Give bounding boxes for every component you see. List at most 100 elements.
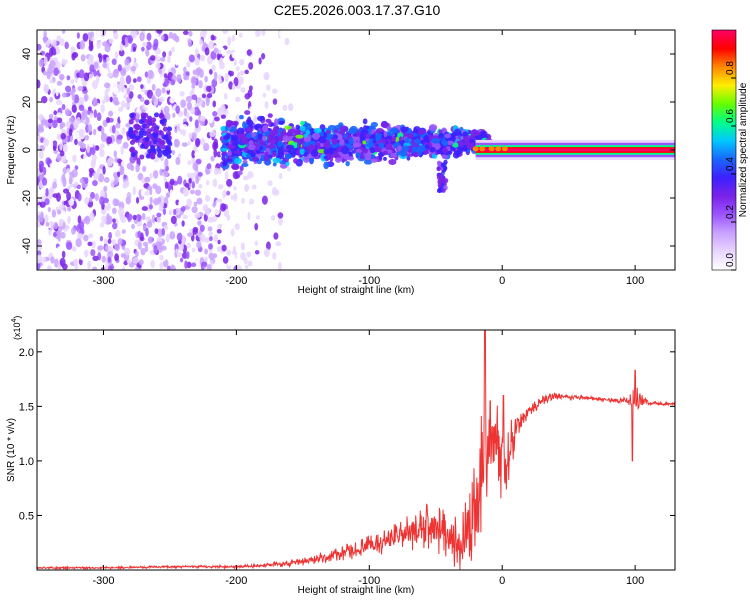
spectrogram-cell [183,159,188,165]
spectrogram-cell [239,70,245,76]
spectrogram-cell [190,132,197,141]
spectrogram-cell [37,244,43,251]
spectrogram-cell [134,123,140,129]
spectrogram-cell [188,30,193,37]
spectrogram-cell [82,32,89,42]
spectrogram-cell [73,259,79,266]
spectrogram-cell [226,214,231,221]
spectrogram-cell [437,162,442,167]
spectrogram-cell [232,120,239,126]
spectrogram-cell [215,59,220,67]
spectrogram-cell [186,198,193,207]
spectrogram-cell [49,162,54,168]
spectrogram-cell [186,111,190,119]
spectrogram-cell [280,37,286,46]
spectrogram-cell [197,172,203,177]
spectrogram-cell [158,96,165,103]
snr-panel: -300 -200 -100 0 100 0.5 1.0 1.5 2.0 Height of … [6,316,676,596]
spectrogram-cell [216,229,222,234]
spectrogram-cell [213,167,219,176]
snr-y-axis-label: SNR (10 * v/v) [6,418,17,482]
spectrogram-cell [140,84,144,89]
spectrogram-cell [228,81,234,90]
spectrogram-cell [226,49,232,55]
snr-y-tick-label: 1.5 [19,401,34,413]
spectrogram-y-tick-label: 0 [21,147,33,153]
spectrogram-cell [438,129,443,134]
spectrogram-cell [45,157,52,165]
spectrogram-cell [413,138,422,144]
spectrogram-cell [151,94,156,102]
spectrogram-cell [205,169,211,175]
spectrogram-cell [195,67,202,75]
spectrogram-cell [81,111,87,121]
spectrogram-cell [390,127,399,134]
spectrogram-cell [96,168,102,173]
spectrogram-cell [206,184,211,190]
spectrogram-cell [127,35,133,44]
spectrogram-cell [184,260,188,269]
spectrogram-cell [169,231,176,240]
spectrogram-cell [92,97,98,107]
spectrogram-cell [167,126,173,132]
spectrogram-cell [266,168,272,177]
spectrogram-cell [38,127,45,133]
spectrogram-cell [415,145,424,154]
spectrogram-cell [99,148,105,158]
spectrogram-cell [59,257,66,267]
spectrogram-cell [286,83,293,92]
spectrogram-cell [69,186,76,194]
spectrogram-cell [74,138,78,146]
spectrogram-cell [441,154,448,160]
spectrogram-cell [56,192,61,202]
spectrogram-cell [83,93,89,102]
spectrogram-cell [233,192,238,202]
snr-x-tick-label: -300 [92,575,114,587]
spectrogram-cell [208,115,214,124]
spectrogram-cell [48,113,54,120]
spectrogram-cell [146,119,152,125]
spectrogram-cell [226,249,232,256]
spectrogram-cell [388,159,397,166]
spectrogram-cell [60,132,67,140]
spectrogram-cell [139,154,145,160]
spectrogram-cell [100,104,105,114]
spectrogram-cell [107,250,114,259]
spectrogram-cell [272,126,279,133]
spectrogram-cell [104,43,111,53]
spectrogram-cell [132,214,137,221]
spectrogram-cell [238,76,244,86]
spectrogram-cell [222,263,227,268]
spectrogram-cell [49,96,54,103]
spectrogram-cell [213,71,218,81]
spectrogram-cell [364,133,371,139]
spectrogram-cell [176,123,181,132]
spectrogram-cell [146,32,152,41]
spectrogram-cell [206,264,212,270]
spectrogram-cell [429,146,436,153]
spectrogram-cell [206,163,212,170]
spectrogram-cell [86,143,91,154]
spectrogram-cell [236,127,245,135]
snr-y-ticks: 0.5 1.0 1.5 2.0 [19,347,675,522]
spectrogram-cell [343,134,348,139]
spectrogram-cell [144,136,150,142]
spectrogram-cell [257,134,264,140]
spectrogram-cell [135,163,140,173]
spectrogram-cell [79,177,85,184]
spectrogram-cell [401,145,410,152]
spectrogram-cell [129,155,136,164]
spectrogram-cell [179,266,184,270]
spectrogram-cell [396,151,401,156]
spectrogram-cell [163,224,169,231]
spectrogram-cell [61,250,66,259]
spectrogram-cell [88,233,94,239]
spectrogram-cell [428,124,438,132]
spectrogram-cell [257,41,261,50]
spectrogram-cell [67,206,72,212]
spectrogram-cell [71,169,78,178]
spectrogram-cell [233,186,237,191]
spectrogram-cell [61,30,66,34]
spectrogram-cell [212,100,217,108]
spectrogram-cell [101,99,106,105]
